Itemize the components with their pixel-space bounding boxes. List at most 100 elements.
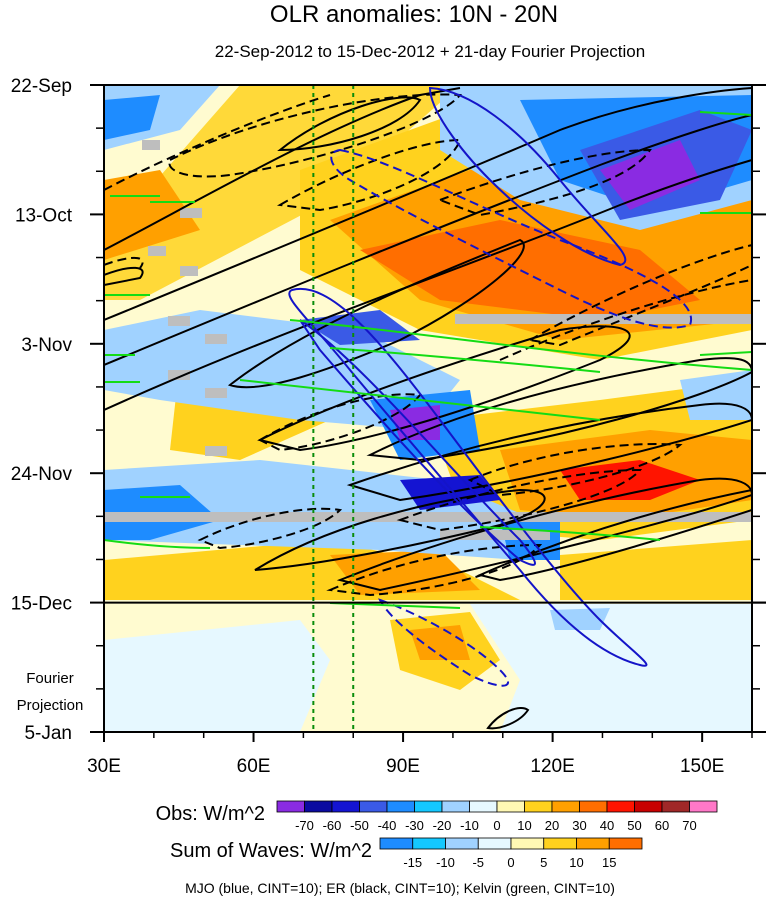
obs-colorbar-level-10: 30: [572, 818, 586, 833]
obs-colorbar-level-12: 50: [627, 818, 641, 833]
obs-colorbar-level-1: -60: [323, 818, 342, 833]
obs-colorbar-level-7: 0: [493, 818, 500, 833]
waves-colorbar-swatch-4: [510, 837, 545, 850]
er-contour-7: [257, 325, 631, 452]
er-dashed-contour-11: [326, 543, 543, 597]
projection-label-line2: Projection: [17, 697, 84, 714]
obs-colorbar-label: Obs: W/m^2: [156, 803, 265, 825]
missing-data-bar-10: [168, 370, 190, 380]
obs-colorbar-swatch-6: [441, 800, 470, 813]
mjo-dashed-contour-1: [330, 148, 693, 329]
mjo-contour-1: [288, 287, 648, 667]
projection-negative-core: [550, 608, 610, 630]
obs-colorbar-level-5: -20: [433, 818, 452, 833]
obs-colorbar-level-3: -40: [378, 818, 397, 833]
er-contour-10: [254, 488, 546, 571]
obs-colorbar-swatch-0: [276, 800, 305, 813]
er-contour-1: [104, 87, 752, 321]
er-dashed-contour-1: [168, 93, 462, 178]
obs-colorbar-swatch-5: [414, 800, 443, 813]
y-tick-label-2: 3-Nov: [21, 335, 72, 356]
x-tick-label-1: 60E: [237, 756, 271, 777]
reference-longitude-lines: [312, 85, 355, 732]
kelvin-contour-2: [239, 379, 601, 421]
obs-colorbar-level-14: 70: [682, 818, 696, 833]
er-contour-8: [366, 357, 752, 462]
projection-field: [104, 604, 752, 732]
obs-colorbar-swatch-3: [359, 800, 388, 813]
obs-colorbar-swatch-8: [496, 800, 525, 813]
obs-colorbar-level-4: -30: [405, 818, 424, 833]
x-tick-label-3: 120E: [530, 756, 574, 777]
missing-data-bar-12: [205, 446, 227, 456]
chart-title: OLR anomalies: 10N - 20N: [270, 1, 558, 28]
obs-colorbar-level-2: -50: [350, 818, 369, 833]
obs-colorbar-level-9: 20: [545, 818, 559, 833]
er-contour-3: [104, 159, 752, 411]
obs-colorbar-level-13: 60: [655, 818, 669, 833]
er-dashed-contour-5: [527, 243, 752, 347]
waves-colorbar: -15 -10 -5 0 5 10 15: [379, 837, 643, 870]
waves-colorbar-level-6: 15: [602, 855, 616, 870]
obs-colorbar-swatch-9: [524, 800, 553, 813]
missing-data-bar-1: [104, 512, 752, 522]
x-tick-label-0: 30E: [87, 756, 121, 777]
positive-anomaly-core-5: [330, 550, 480, 595]
missing-data-bar-6: [148, 246, 166, 256]
er-dashed-contour-9: [396, 468, 643, 532]
er-contour-4: [104, 87, 461, 251]
waves-colorbar-swatch-6: [576, 837, 610, 850]
er-dashed-contour-8: [467, 443, 683, 497]
positive-anomaly-core-4: [560, 460, 700, 500]
waves-colorbar-level-2: -5: [472, 855, 484, 870]
plot-area: [104, 85, 752, 732]
missing-data-bar-7: [180, 266, 198, 276]
footer-legend: MJO (blue, CINT=10); ER (black, CINT=10)…: [185, 880, 615, 896]
x-axis: 30E 60E 90E 120E 150E: [87, 732, 753, 777]
missing-data-bar-9: [205, 334, 227, 344]
obs-colorbar-swatch-12: [606, 800, 635, 813]
er-wave-negative-contours: [104, 93, 752, 597]
mjo-dashed-contour-2: [378, 598, 510, 687]
obs-colorbar-swatch-15: [689, 800, 718, 813]
waves-colorbar-level-0: -15: [403, 855, 422, 870]
obs-colorbar: -70 -60 -50 -40 -30 -20 -10 0 10 20 30 40 50 60 70: [276, 800, 718, 833]
chart-subtitle: 22-Sep-2012 to 15-Dec-2012 + 21-day Four…: [215, 42, 645, 61]
missing-data-bar-3: [440, 530, 550, 540]
obs-colorbar-swatch-2: [331, 800, 360, 813]
kelvin-contour-1: [289, 319, 752, 371]
obs-colorbar-swatch-10: [551, 800, 580, 813]
missing-data-bar-5: [180, 208, 202, 218]
er-contour-6: [227, 238, 525, 389]
obs-colorbar-swatch-14: [661, 800, 690, 813]
y-tick-label-3: 24-Nov: [11, 464, 73, 485]
waves-colorbar-level-3: 0: [507, 855, 514, 870]
kelvin-contour-14: [329, 602, 461, 609]
waves-colorbar-swatch-5: [543, 837, 577, 850]
obs-colorbar-level-6: -10: [460, 818, 479, 833]
er-contour-13: [486, 707, 530, 730]
obs-colorbar-level-0: -70: [295, 818, 314, 833]
missing-data-bar-2: [455, 314, 752, 324]
er-contour-11: [336, 477, 752, 592]
missing-data-bar-11: [205, 388, 227, 398]
y-axis: 22-Sep 13-Oct 3-Nov 24-Nov 15-Dec 5-Jan: [11, 76, 766, 744]
kelvin-contours: [104, 111, 752, 609]
missing-data-bar-4: [142, 140, 160, 150]
er-dashed-contour-2: [104, 94, 331, 191]
er-contour-5: [277, 96, 422, 152]
projection-negative-west: [104, 620, 330, 732]
projection-positive-inner: [410, 625, 470, 660]
plot-frame: [103, 84, 753, 733]
negative-anomaly-region-2: [104, 95, 160, 140]
kelvin-contour-15: [699, 351, 752, 356]
kelvin-contour-3: [329, 347, 601, 373]
obs-colorbar-level-11: 40: [600, 818, 614, 833]
y-tick-label-0: 22-Sep: [11, 76, 72, 97]
er-dashed-contour-4: [437, 148, 652, 217]
waves-colorbar-swatch-1: [412, 837, 446, 850]
missing-data-bar-8: [168, 316, 190, 326]
y-tick-label-5: 5-Jan: [24, 723, 72, 744]
negative-anomaly-region-6: [600, 140, 700, 210]
